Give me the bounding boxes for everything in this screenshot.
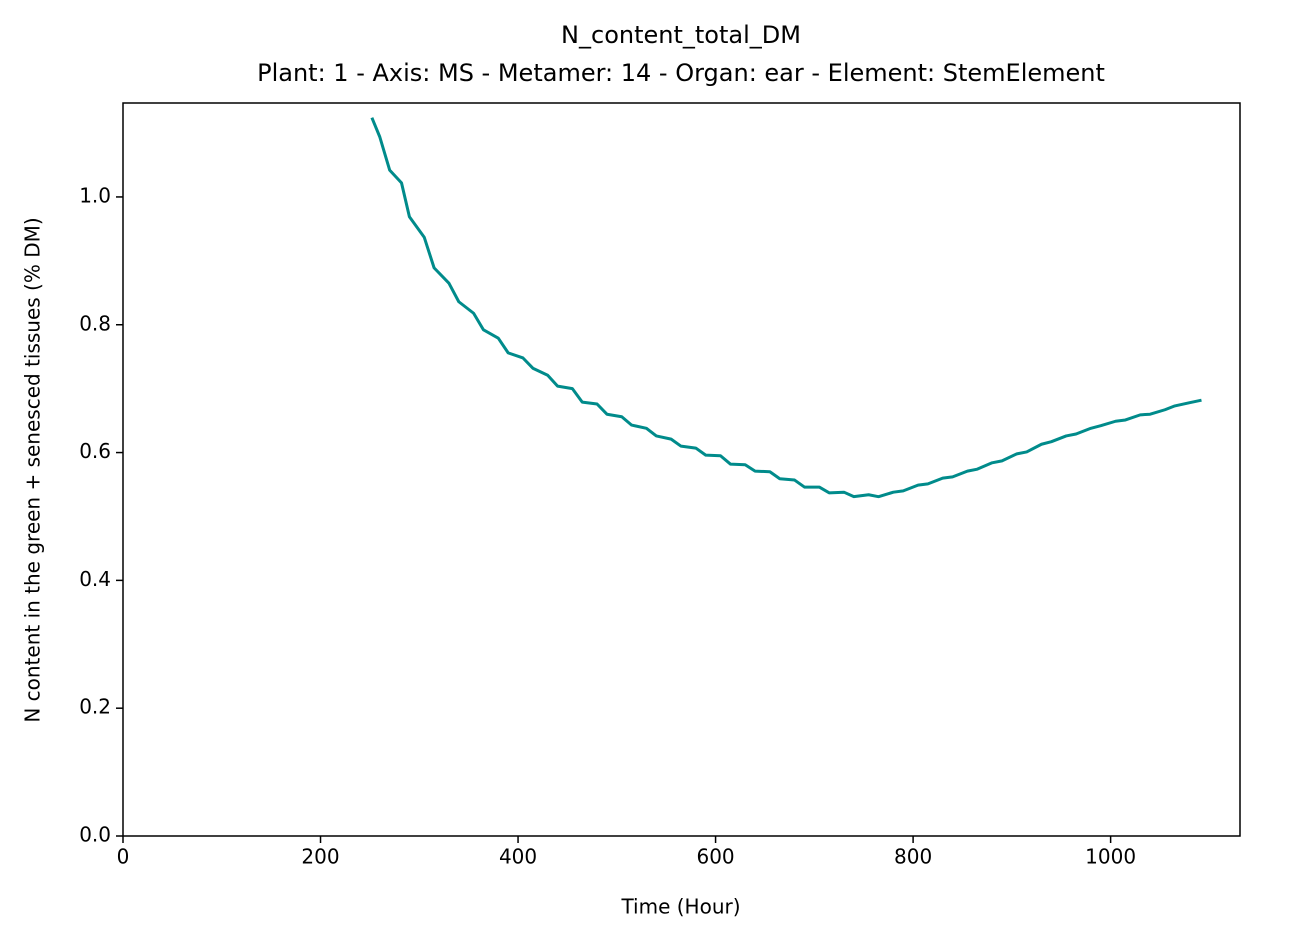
x-tick-label: 200	[301, 845, 339, 869]
x-tick-label: 600	[696, 845, 734, 869]
y-tick-label: 0.8	[79, 311, 111, 335]
y-axis-label: N content in the green + senesced tissue…	[21, 217, 45, 722]
x-tick-label: 0	[117, 845, 130, 869]
plot-frame	[122, 102, 1241, 837]
chart-title: N_content_total_DM	[561, 21, 801, 49]
y-tick-label: 1.0	[79, 183, 111, 207]
x-axis-label: Time (Hour)	[620, 895, 740, 919]
chart-subtitle: Plant: 1 - Axis: MS - Metamer: 14 - Orga…	[257, 59, 1105, 87]
y-tick-label: 0.0	[79, 823, 111, 847]
x-tick-label: 400	[499, 845, 537, 869]
y-tick-label: 0.6	[79, 439, 111, 463]
x-tick-label: 800	[894, 845, 932, 869]
data-line	[370, 117, 1202, 499]
y-tick-label: 0.4	[79, 567, 111, 591]
y-tick-label: 0.2	[79, 695, 111, 719]
x-tick-label: 1000	[1085, 845, 1136, 869]
